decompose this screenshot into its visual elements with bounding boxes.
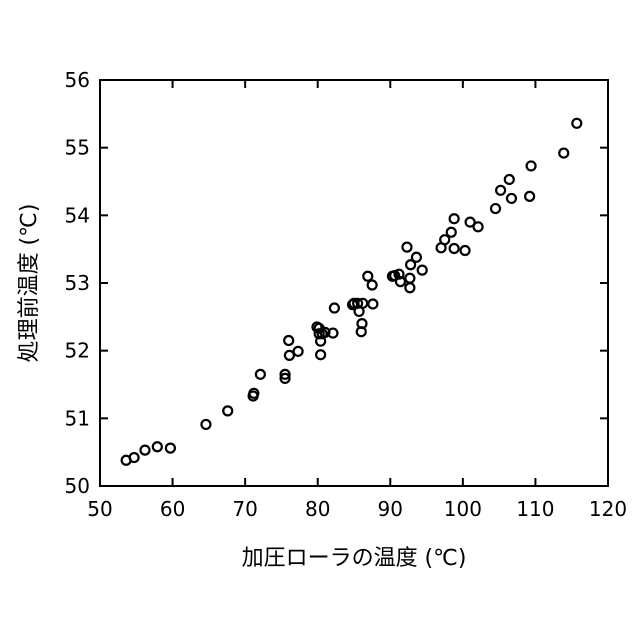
data-point: [285, 351, 294, 360]
data-point: [418, 266, 427, 275]
data-point: [447, 228, 456, 237]
y-axis-ticks: 50 51 52 53 54 55 56: [65, 68, 608, 498]
data-point: [505, 175, 514, 184]
x-tick-label: 80: [305, 497, 330, 521]
data-points: [122, 119, 582, 465]
x-tick-label: 100: [444, 497, 482, 521]
y-tick-label: 53: [65, 271, 90, 295]
data-point: [405, 283, 414, 292]
data-point: [363, 272, 372, 281]
data-point: [461, 246, 470, 255]
data-point: [256, 370, 265, 379]
data-point: [402, 243, 411, 252]
data-point: [201, 420, 210, 429]
y-tick-label: 55: [65, 136, 90, 160]
data-point: [316, 350, 325, 359]
data-point: [368, 299, 377, 308]
x-tick-label: 50: [87, 497, 112, 521]
data-point: [140, 446, 149, 455]
y-tick-label: 51: [65, 406, 90, 430]
data-point: [450, 214, 459, 223]
data-point: [294, 347, 303, 356]
x-tick-label: 110: [516, 497, 554, 521]
data-point: [496, 186, 505, 195]
y-tick-label: 56: [65, 68, 90, 92]
data-point: [153, 442, 162, 451]
plot-area-frame: [100, 80, 608, 486]
y-tick-label: 52: [65, 339, 90, 363]
y-tick-label: 50: [65, 474, 90, 498]
y-tick-label: 54: [65, 203, 90, 227]
data-point: [405, 274, 414, 283]
data-point: [166, 444, 175, 453]
y-axis-title: 処理前温度 (℃): [17, 204, 42, 363]
data-point: [572, 119, 581, 128]
data-point: [368, 281, 377, 290]
data-point: [412, 253, 421, 262]
data-point: [223, 406, 232, 415]
x-axis-title: 加圧ローラの温度 (℃): [242, 546, 467, 571]
data-point: [559, 149, 568, 158]
data-point: [525, 192, 534, 201]
data-point: [507, 194, 516, 203]
x-tick-label: 120: [589, 497, 627, 521]
data-point: [527, 161, 536, 170]
data-point: [474, 222, 483, 231]
data-point: [330, 304, 339, 313]
x-tick-label: 90: [378, 497, 403, 521]
x-tick-label: 60: [160, 497, 185, 521]
data-point: [450, 244, 459, 253]
data-point: [491, 204, 500, 213]
data-point: [284, 336, 293, 345]
x-tick-label: 70: [232, 497, 257, 521]
